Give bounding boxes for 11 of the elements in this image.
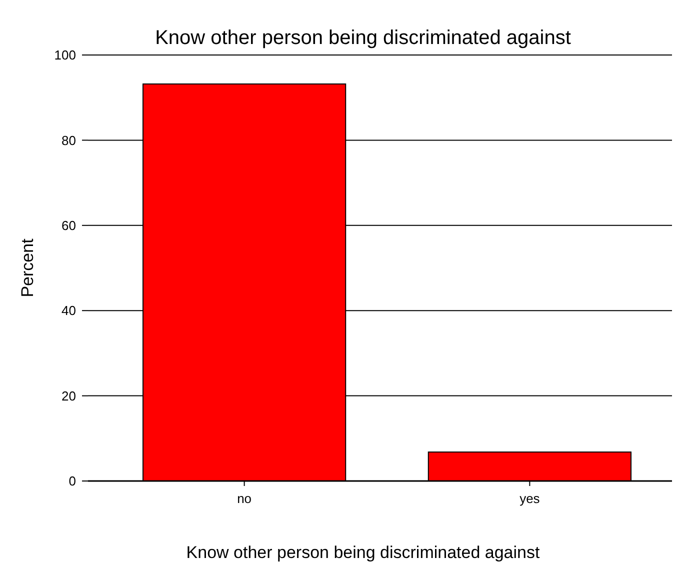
y-tick-label: 60: [62, 218, 76, 233]
y-tick-label: 0: [68, 474, 76, 489]
chart-title: Know other person being discriminated against: [155, 27, 572, 49]
y-tick-label: 40: [62, 303, 76, 318]
x-axis-title: Know other person being discriminated against: [186, 543, 540, 562]
y-tick-label: 20: [62, 388, 76, 404]
x-tick-label: yes: [520, 491, 540, 506]
y-axis-title: Percent: [18, 238, 37, 298]
y-tick-label: 80: [62, 132, 76, 148]
y-tick-label: 100: [54, 48, 76, 63]
x-tick-label: no: [237, 491, 252, 506]
